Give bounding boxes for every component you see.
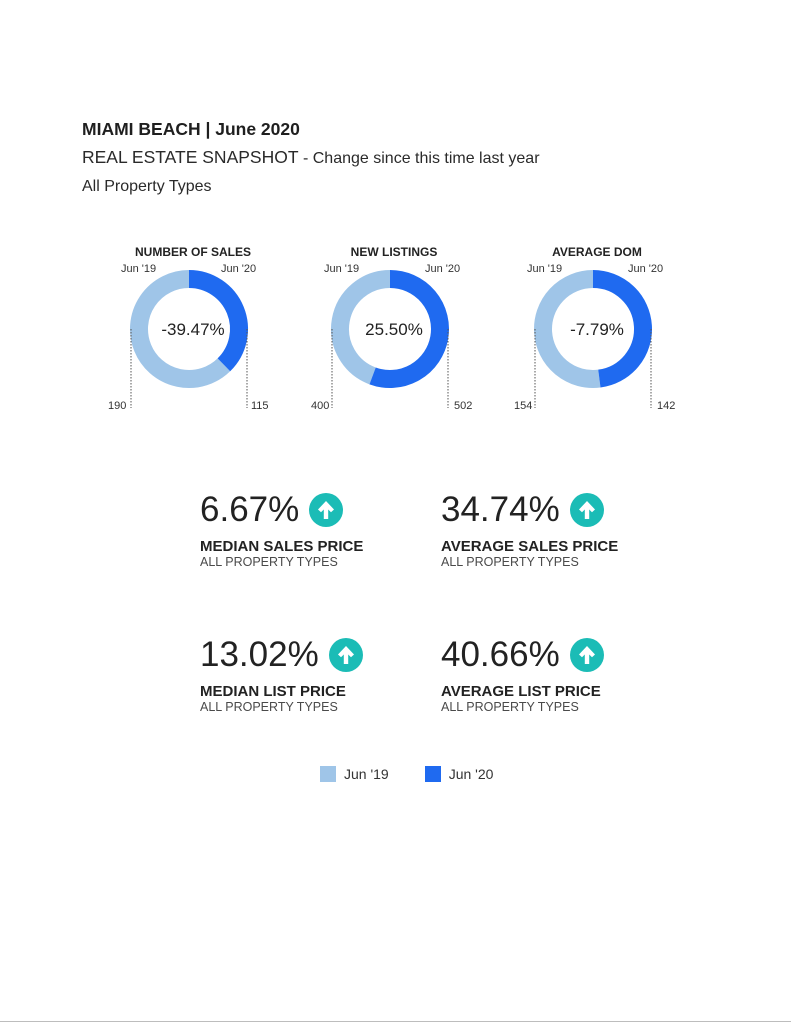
legend-label: Jun '20 [448,766,494,782]
metric-sub: ALL PROPERTY TYPES [200,700,338,714]
legend-label: Jun '19 [344,766,389,782]
metric-label: MEDIAN SALES PRICE [200,538,364,555]
donut-slice-jun19 [534,270,601,388]
metric-value: 13.02% [200,635,319,674]
donut-svg [130,270,248,408]
legend-swatch [320,766,336,782]
value-label-jun20: 115 [251,400,269,412]
metric-average-list-price: 40.66% AVERAGE LIST PRICE ALL PROPERTY T… [441,635,604,715]
legend-item-jun19: Jun '19 [320,766,389,782]
donut-svg [331,270,449,408]
donut-title: NEW LISTINGS [350,245,438,259]
series-label-jun19: Jun '19 [527,263,563,275]
value-label-jun19: 154 [514,400,533,412]
metric-sub: ALL PROPERTY TYPES [200,555,338,569]
donut-slice-jun19 [331,270,391,385]
metric-value: 40.66% [441,635,560,674]
value-label-jun19: 400 [311,400,330,412]
report-header: MIAMI BEACH | June 2020 REAL ESTATE SNAP… [82,118,540,198]
metric-sub: ALL PROPERTY TYPES [441,555,579,569]
series-label-jun19: Jun '19 [324,263,360,275]
metric-label: AVERAGE LIST PRICE [441,683,601,700]
donut-slice-jun20 [592,270,652,388]
donut-center-percent: -7.79% [570,320,624,339]
series-label-jun19: Jun '19 [121,263,157,275]
arrow-up-circle-icon [569,493,604,527]
metric-average-sales-price: 34.74% AVERAGE SALES PRICE ALL PROPERTY … [441,490,618,570]
value-label-jun19: 190 [108,400,127,412]
value-label-jun20: 142 [657,400,676,412]
donut-slice-jun19 [130,270,231,388]
metric-label: MEDIAN LIST PRICE [200,683,346,700]
donut-title: NUMBER OF SALES [134,245,251,259]
metric-label: AVERAGE SALES PRICE [441,538,619,555]
metric-median-list-price: 13.02% MEDIAN LIST PRICE ALL PROPERTY TY… [200,635,363,715]
donut-number-of-sales: NUMBER OF SALES Jun '19 Jun '20 -39.47% … [93,240,293,420]
donut-average-dom: AVERAGE DOM Jun '19 Jun '20 -7.79% 154 1… [497,240,697,420]
donut-svg [534,270,652,408]
metric-median-sales-price: 6.67% MEDIAN SALES PRICE ALL PROPERTY TY… [200,490,363,570]
arrow-up-circle-icon [309,493,344,527]
series-label-jun20: Jun '20 [425,263,461,275]
chart-legend: Jun '19 Jun '20 [320,766,529,782]
donut-center-percent: -39.47% [161,320,225,339]
page-bottom-border [0,1021,791,1024]
donut-slice-jun20 [369,270,449,388]
donut-new-listings: NEW LISTINGS Jun '19 Jun '20 25.50% 400 … [294,240,494,420]
donut-slice-jun20 [188,270,248,372]
legend-swatch [424,766,441,782]
metric-value: 34.74% [441,490,560,529]
report-title: MIAMI BEACH | June 2020 [82,119,300,139]
arrow-up-circle-icon [328,638,363,672]
legend-item-jun20: Jun '20 [424,766,494,782]
report-subtitle: REAL ESTATE SNAPSHOT - Change since this… [82,146,540,170]
donut-center-percent: 25.50% [365,320,423,339]
snapshot-label: REAL ESTATE SNAPSHOT [82,147,299,167]
arrow-up-circle-icon [569,638,604,672]
series-label-jun20: Jun '20 [628,263,664,275]
metric-value: 6.67% [200,490,300,529]
property-type-label: All Property Types [82,178,212,195]
metric-sub: ALL PROPERTY TYPES [441,700,579,714]
series-label-jun20: Jun '20 [221,263,257,275]
value-label-jun20: 502 [454,400,473,412]
change-note: - Change since this time last year [298,150,540,167]
donut-title: AVERAGE DOM [552,245,642,259]
